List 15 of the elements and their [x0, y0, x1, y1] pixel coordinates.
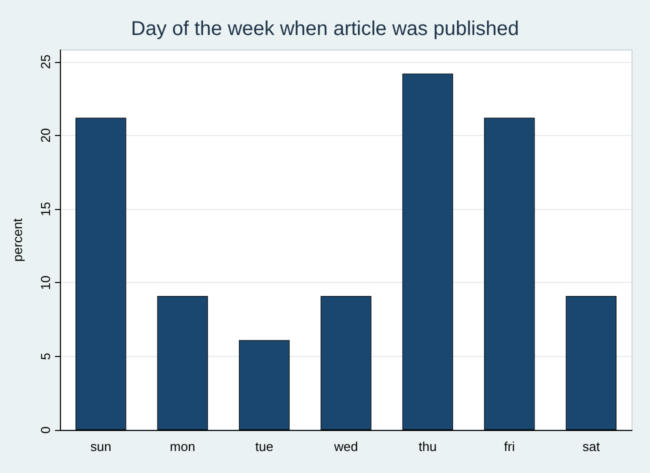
y-tick-label: 25: [38, 54, 53, 70]
y-tick-label: 0: [38, 426, 53, 434]
x-tick-label: wed: [333, 439, 358, 454]
chart-title: Day of the week when article was published: [131, 18, 519, 40]
x-tick-label: sun: [90, 439, 112, 454]
y-axis-title: percent: [10, 218, 25, 262]
x-tick-label: tue: [255, 439, 274, 454]
x-tick-label: sat: [582, 439, 600, 454]
y-tick-label: 15: [38, 202, 53, 216]
y-tick-label: 5: [38, 352, 53, 360]
x-tick-label: mon: [170, 439, 196, 454]
y-tick-label: 20: [38, 128, 53, 143]
x-tick-label: thu: [418, 439, 437, 454]
x-tick-label: fri: [504, 439, 515, 454]
y-tick-label: 10: [38, 275, 53, 290]
